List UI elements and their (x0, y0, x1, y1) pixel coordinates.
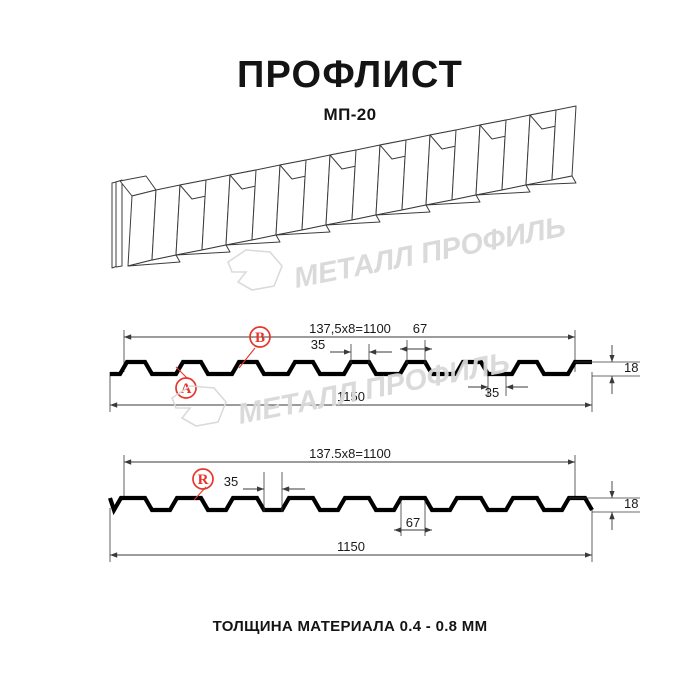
dim-rib-35-top-front: 35 (311, 337, 325, 352)
iso-rib-end (525, 105, 577, 186)
dim-rib-35-bottom-front: 35 (485, 385, 499, 400)
iso-rib (225, 164, 281, 246)
isometric-sheet-view (111, 105, 577, 269)
dim-height-18-back: 18 (624, 496, 638, 511)
dim-top-section-back: 137.5x8=1100 (309, 446, 391, 461)
callout-r-label: R (198, 472, 209, 488)
dim-bottom-section-front: 1150 (337, 389, 365, 404)
callout-b-label: B (255, 330, 265, 346)
page-title: ПРОФЛИСТ (237, 54, 463, 96)
iso-rib (375, 134, 431, 216)
dim-bottom-section-back: 1150 (337, 539, 365, 554)
section-back: 137.5x8=1100 1150 35 67 18 R (108, 446, 640, 562)
iso-rib (275, 154, 331, 236)
iso-rib (475, 114, 531, 196)
watermark-middle: МЕТАЛЛ ПРОФИЛЬ (171, 347, 512, 431)
profile-outline-back (108, 495, 594, 516)
dim-valley-67-back: 67 (406, 515, 420, 530)
callout-r: R (192, 468, 214, 501)
svg-text:МЕТАЛЛ ПРОФИЛЬ: МЕТАЛЛ ПРОФИЛЬ (235, 347, 512, 431)
dim-top-section-front: 137,5x8=1100 (309, 321, 391, 336)
dim-rib-35-back: 35 (224, 474, 238, 489)
profile-outline-front (110, 359, 592, 377)
iso-rib (325, 144, 381, 226)
dim-valley-67-front: 67 (413, 321, 427, 336)
material-thickness-note: ТОЛЩИНА МАТЕРИАЛА 0.4 - 0.8 ММ (212, 618, 488, 635)
section-front: 137,5x8=1100 1150 35 67 35 18 (109, 321, 640, 412)
callout-b: B (238, 326, 271, 369)
iso-rib (119, 175, 181, 267)
iso-rib (425, 124, 481, 206)
page-subtitle: МП-20 (323, 105, 377, 124)
dim-height-18-front: 18 (624, 360, 638, 375)
iso-rib (175, 174, 231, 256)
